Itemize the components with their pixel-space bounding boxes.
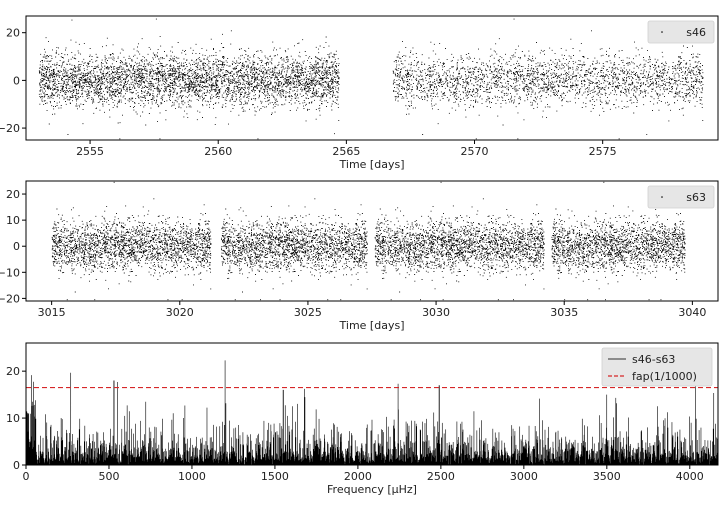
y-tick-label: −10 [0, 266, 20, 279]
panel-periodogram-x-axis-label: Frequency [μHz] [327, 483, 417, 496]
panel-s63-legend-marker [661, 196, 663, 198]
y-tick-label: 10 [6, 412, 20, 425]
panel-s63-y-ticks: −20 −10 0 10 20 [0, 188, 26, 305]
x-tick-label: 3000 [510, 470, 538, 483]
x-tick-label: 3035 [550, 306, 578, 319]
panel-s46-legend-label: s46 [686, 26, 706, 39]
x-tick-label: 1000 [178, 470, 206, 483]
x-tick-label: 4000 [676, 470, 704, 483]
x-tick-label: 2555 [76, 145, 104, 158]
panel-periodogram-x-ticks: 0 500 1000 1500 2000 2500 3000 3500 4000 [23, 465, 704, 483]
x-tick-label: 2500 [427, 470, 455, 483]
legend-label-s46-s63: s46-s63 [632, 353, 675, 366]
x-tick-label: 3025 [294, 306, 322, 319]
panel-s63-x-axis-label: Time [days] [339, 319, 405, 332]
y-tick-label: −20 [0, 292, 20, 305]
panel-periodogram-frame [25, 342, 719, 466]
panel-periodogram-legend: s46-s63 fap(1/1000) [601, 347, 713, 387]
panel-s63: 3015 3020 3025 3030 3035 3040 −20 −10 0 10 20 Tim… [0, 180, 719, 332]
panel-s46-frame [25, 15, 719, 141]
y-tick-label: 0 [13, 74, 20, 87]
y-tick-label: −20 [0, 122, 20, 135]
x-tick-label: 0 [23, 470, 30, 483]
x-tick-label: 3030 [422, 306, 450, 319]
x-tick-label: 2575 [589, 145, 617, 158]
panel-periodogram-legend-box [601, 347, 713, 387]
panel-s46-legend: s46 [647, 20, 715, 44]
panel-s46-legend-box [647, 20, 715, 44]
x-tick-label: 500 [98, 470, 119, 483]
panel-s63-legend: s63 [647, 185, 715, 209]
y-tick-label: 20 [6, 27, 20, 40]
y-tick-label: 0 [13, 240, 20, 253]
y-tick-label: 20 [6, 188, 20, 201]
legend-label-fap: fap(1/1000) [632, 370, 697, 383]
panel-s46-points [38, 18, 704, 140]
x-tick-label: 3020 [166, 306, 194, 319]
panel-s63-legend-box [647, 185, 715, 209]
x-tick-label: 2570 [461, 145, 489, 158]
scatter-points-s46 [38, 18, 704, 140]
panel-s46-x-ticks: 2555 2560 2565 2570 2575 [76, 140, 617, 158]
x-tick-label: 3015 [38, 306, 66, 319]
x-tick-label: 2560 [204, 145, 232, 158]
y-tick-label: 10 [6, 214, 20, 227]
x-tick-label: 2565 [332, 145, 360, 158]
y-tick-label: 20 [6, 365, 20, 378]
panel-s63-x-ticks: 3015 3020 3025 3030 3035 3040 [38, 301, 706, 319]
panel-s63-points [51, 181, 686, 301]
x-tick-label: 1500 [261, 470, 289, 483]
x-tick-label: 3040 [678, 306, 706, 319]
panel-s46-x-axis-label: Time [days] [339, 158, 405, 171]
panel-s63-legend-label: s63 [686, 191, 706, 204]
x-tick-label: 3500 [593, 470, 621, 483]
panel-periodogram: 0 500 1000 1500 2000 2500 3000 3500 4000 0 10 20 F… [6, 342, 719, 496]
panel-periodogram-y-ticks: 0 10 20 [6, 365, 26, 472]
x-tick-label: 2000 [344, 470, 372, 483]
panel-s46-y-ticks: −20 0 20 [0, 27, 26, 135]
panel-s63-frame [25, 180, 719, 302]
y-tick-label: 0 [13, 459, 20, 472]
scatter-points-s63 [51, 181, 686, 301]
periodogram-series-line [26, 360, 718, 465]
panel-s46-legend-marker [661, 31, 663, 33]
